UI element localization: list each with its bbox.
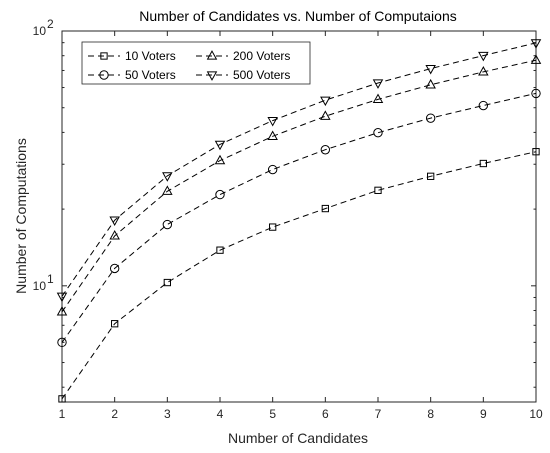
- data-point: [372, 79, 384, 89]
- y-tick-base: 10: [33, 279, 47, 293]
- chart-title: Number of Candidates vs. Number of Compu…: [139, 8, 456, 24]
- data-point: [478, 100, 489, 111]
- data-point: [214, 140, 226, 151]
- legend-marker: [100, 52, 108, 60]
- plot-area: [61, 30, 537, 403]
- x-tick-label: 7: [375, 407, 382, 421]
- legend: 10 Voters 50 Voters 200 Voters 500 Voters: [81, 41, 311, 85]
- legend-marker: [99, 70, 109, 80]
- x-tick-label: 1: [59, 407, 66, 421]
- data-point: [56, 306, 68, 316]
- data-point: [269, 223, 277, 231]
- data-point: [320, 110, 331, 120]
- series-group: [56, 39, 542, 403]
- data-point: [109, 230, 120, 240]
- data-point: [57, 337, 67, 348]
- data-point: [427, 172, 435, 180]
- data-point: [267, 164, 278, 175]
- x-tick-label: 5: [269, 407, 276, 421]
- data-point: [374, 186, 382, 194]
- data-point: [478, 66, 489, 76]
- legend-box: [81, 41, 311, 85]
- y-tick-exponent: 1: [47, 272, 54, 286]
- data-point: [58, 395, 66, 403]
- y-tick-base: 10: [33, 24, 47, 38]
- legend-label: 500 Voters: [233, 68, 290, 82]
- data-point: [320, 145, 331, 155]
- data-point: [216, 246, 224, 254]
- data-point: [56, 292, 68, 303]
- data-point: [267, 130, 278, 140]
- data-point: [215, 189, 225, 200]
- series-50-voters: [57, 88, 541, 348]
- series-line: [61, 151, 537, 400]
- x-tick-label: 8: [427, 407, 434, 421]
- x-axis-label: Number of Candidates: [228, 430, 368, 446]
- legend-label: 10 Voters: [125, 49, 176, 63]
- data-point: [162, 219, 173, 230]
- legend-item: 500 Voters: [196, 68, 290, 82]
- data-point: [163, 278, 171, 287]
- x-tick-label: 9: [480, 407, 487, 421]
- data-point: [425, 64, 436, 75]
- series-10-voters: [58, 148, 540, 403]
- data-point: [531, 88, 541, 99]
- data-point: [214, 154, 226, 165]
- series-line: [61, 42, 537, 297]
- data-point: [162, 172, 173, 182]
- legend-item: 50 Voters: [88, 68, 176, 82]
- data-point: [478, 51, 489, 62]
- y-tick-label: 10: [33, 279, 47, 293]
- data-point: [320, 96, 331, 107]
- x-tick-label: 6: [322, 407, 329, 421]
- y-axis-label: Number of Computations: [13, 138, 29, 294]
- data-point: [425, 113, 436, 123]
- legend-marker: [206, 71, 218, 81]
- series-line: [61, 92, 537, 343]
- data-point: [532, 148, 540, 156]
- data-point: [267, 116, 278, 127]
- data-point: [109, 263, 120, 274]
- data-point: [162, 185, 173, 195]
- legend-item: 200 Voters: [196, 49, 290, 63]
- data-point: [530, 39, 542, 49]
- legend-label: 200 Voters: [233, 49, 290, 63]
- data-point: [530, 54, 542, 64]
- data-point: [321, 204, 329, 213]
- x-tick-label: 10: [529, 407, 543, 421]
- legend-marker: [206, 50, 218, 60]
- legend-label: 50 Voters: [125, 68, 176, 82]
- x-tick-label: 2: [111, 407, 118, 421]
- x-tick-label: 4: [217, 407, 224, 421]
- series-500-voters: [56, 39, 542, 303]
- y-tick-exponent: 2: [47, 17, 54, 31]
- series-200-voters: [56, 54, 542, 316]
- data-point: [373, 127, 383, 138]
- x-tick-label: 3: [164, 407, 171, 421]
- data-point: [109, 216, 120, 227]
- legend-item: 10 Voters: [88, 49, 176, 63]
- data-point: [425, 78, 436, 89]
- series-line: [61, 59, 537, 313]
- data-point: [479, 159, 487, 168]
- y-tick-label: 10: [33, 24, 47, 38]
- data-point: [372, 93, 384, 104]
- data-point: [111, 320, 119, 328]
